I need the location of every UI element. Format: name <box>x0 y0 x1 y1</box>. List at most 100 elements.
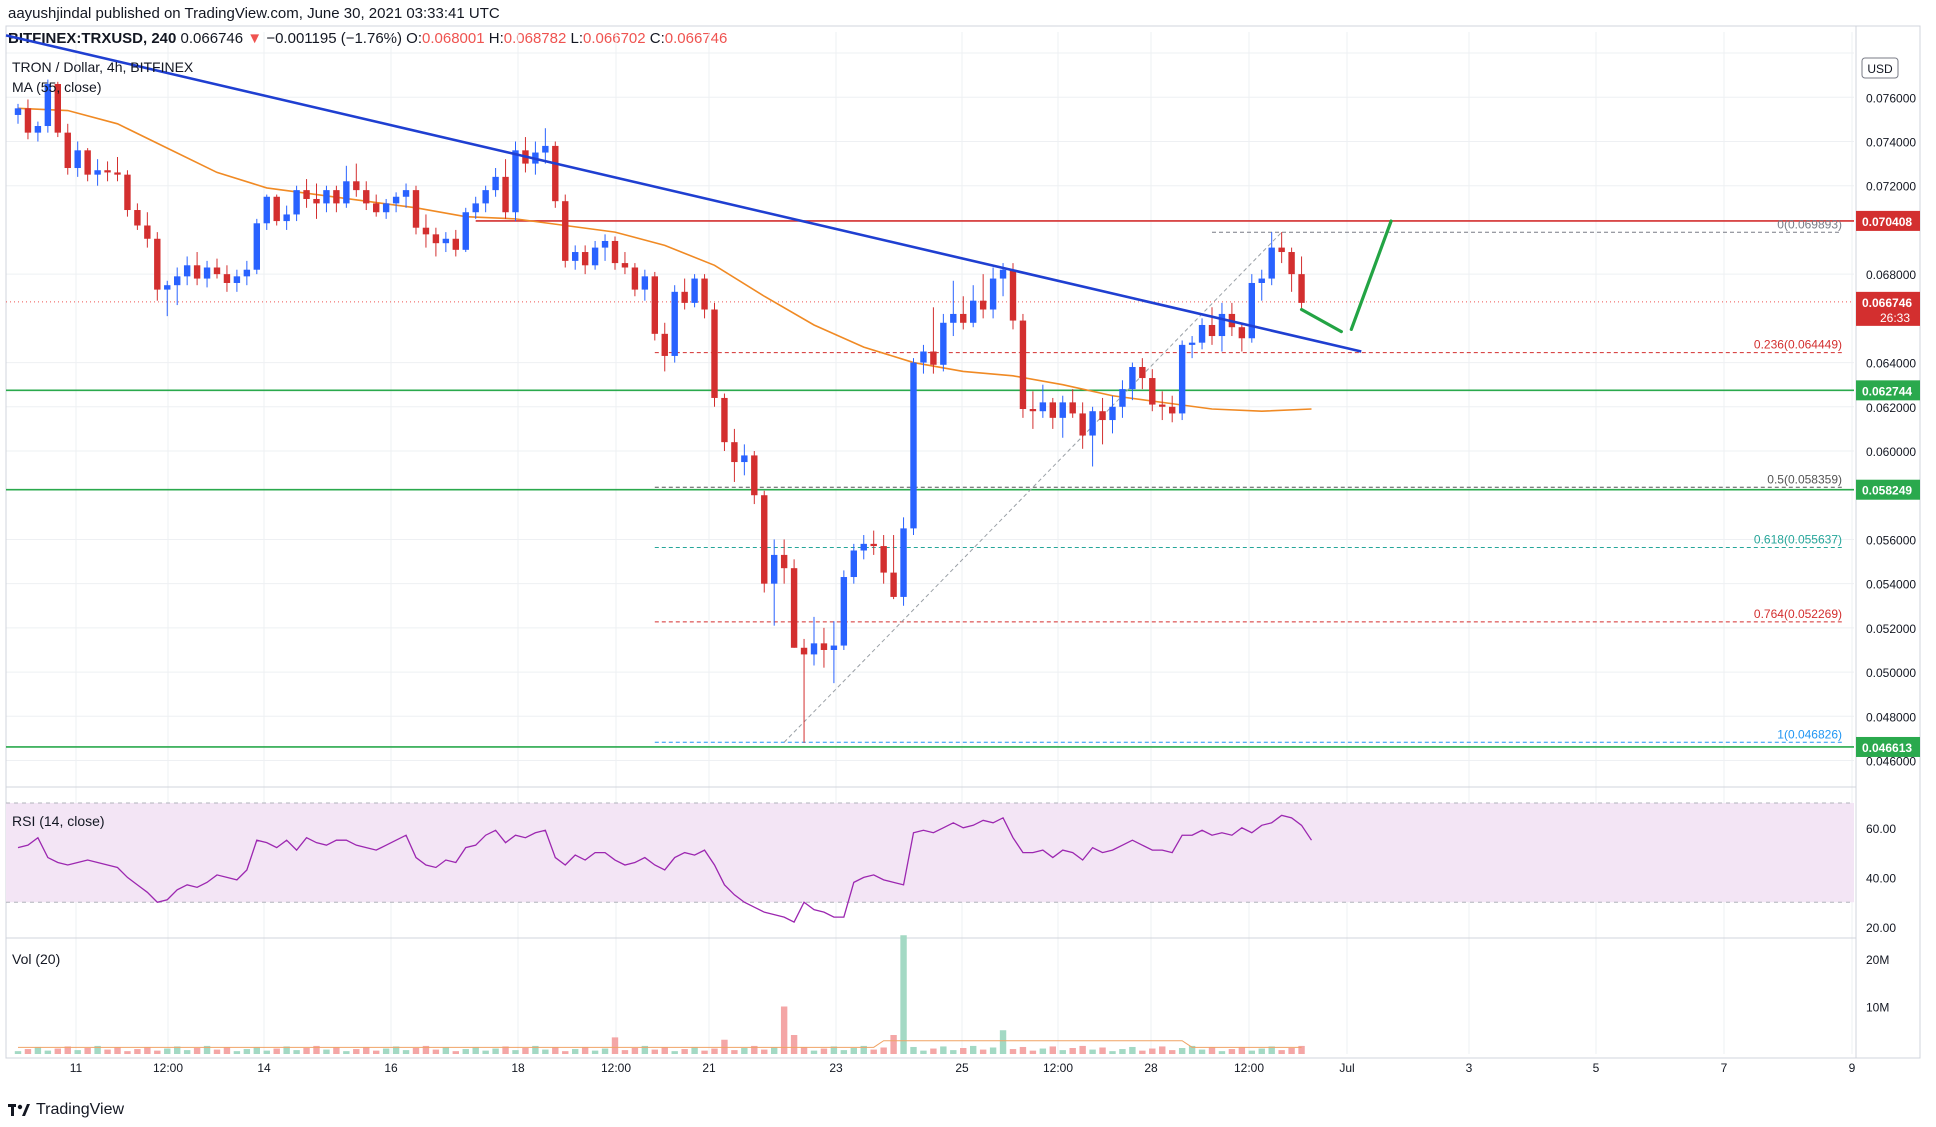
candle-body <box>920 351 927 363</box>
tradingview-logo-icon <box>8 1104 30 1116</box>
volume-bar <box>552 1047 559 1054</box>
candle-body <box>1248 282 1255 339</box>
candle-body <box>164 285 171 290</box>
candle-body <box>711 309 718 398</box>
candle-body <box>1099 411 1106 421</box>
candle-body <box>830 645 838 650</box>
volume-bar <box>970 1045 977 1054</box>
candle-body <box>1288 252 1295 275</box>
price-tick-label: 0.060000 <box>1866 445 1916 459</box>
candle-body <box>333 190 340 204</box>
price-tick-label: 0.076000 <box>1866 91 1916 105</box>
volume-bar <box>780 1006 788 1054</box>
volume-bar <box>84 1048 91 1054</box>
volume-bar <box>979 1049 987 1054</box>
candle-body <box>1109 406 1116 421</box>
volume-bar <box>581 1046 589 1054</box>
volume-bar <box>412 1048 420 1054</box>
volume-bar <box>611 1037 619 1054</box>
ma-line <box>17 107 1312 413</box>
volume-bar <box>472 1046 479 1054</box>
candle-body <box>1039 402 1047 412</box>
volume-bar <box>432 1049 440 1054</box>
volume-bar <box>711 1048 718 1054</box>
volume-bar <box>233 1051 241 1054</box>
volume-bar <box>641 1045 649 1054</box>
candle-body <box>442 238 450 244</box>
volume-bar <box>1228 1049 1236 1054</box>
time-tick-label: 7 <box>1721 1061 1728 1075</box>
candle-body <box>144 225 151 239</box>
candle-body <box>1268 247 1275 279</box>
candle-body <box>94 170 101 175</box>
candle-body <box>870 543 877 547</box>
candle-body <box>940 322 947 365</box>
volume-bar <box>303 1048 310 1054</box>
volume-bar <box>512 1050 519 1054</box>
candle-body <box>452 238 459 250</box>
volume-bar <box>363 1046 370 1054</box>
volume-bar <box>960 1048 967 1054</box>
ohlc-line: BITFINEX:TRXUSD, 240 0.066746 ▼ −0.00119… <box>8 30 727 47</box>
volume-bar <box>900 935 907 1054</box>
volume-bar <box>741 1048 748 1054</box>
volume-bar <box>790 1035 798 1054</box>
volume-bar <box>860 1045 867 1054</box>
last-price: 0.066746 <box>180 30 244 47</box>
candle-body <box>631 267 639 290</box>
volume-bar <box>572 1049 579 1054</box>
volume-bar <box>771 1047 778 1054</box>
time-tick-label: 12:00 <box>601 1061 631 1075</box>
fib-level-label: 1(0.046826) <box>1777 727 1842 741</box>
price-label-box <box>1856 736 1920 757</box>
volume-bar <box>651 1049 658 1054</box>
candle-body <box>363 190 370 204</box>
candle-body <box>213 267 221 275</box>
price-label-box <box>1856 380 1920 401</box>
volume-bar <box>193 1048 201 1054</box>
candle-body <box>392 196 400 204</box>
candle-body <box>482 190 489 204</box>
chart-canvas[interactable]: 0(0.069893) 0.236(0.064449) 0.5(0.058359) 0… <box>0 0 1936 1090</box>
volume-bar <box>164 1048 171 1054</box>
volume-bar <box>1089 1049 1096 1054</box>
time-tick-label: 21 <box>702 1061 716 1075</box>
volume-bar <box>850 1048 857 1054</box>
volume-bar <box>34 1046 42 1054</box>
candle-body <box>24 108 32 133</box>
candle-body <box>1178 344 1186 414</box>
volume-bar <box>213 1049 221 1054</box>
rsi-pane-title: RSI (14, close) <box>12 813 105 829</box>
volume-bar <box>313 1045 320 1054</box>
close-label: C: <box>649 30 665 47</box>
currency-badge-label: USD <box>1867 62 1893 76</box>
volume-bar <box>1059 1050 1066 1054</box>
candle-body <box>661 333 668 356</box>
candle-body <box>910 362 917 529</box>
high-value: 0.068782 <box>503 30 567 47</box>
candle-body <box>611 240 619 264</box>
time-tick-label: 18 <box>511 1061 525 1075</box>
volume-bar <box>1119 1049 1126 1054</box>
volume-bar <box>353 1049 360 1054</box>
open-value: 0.068001 <box>422 30 485 47</box>
candle-body <box>1029 409 1037 412</box>
rsi-tick-label: 60.00 <box>1866 822 1896 836</box>
price-tick-label: 0.050000 <box>1866 666 1916 680</box>
candle-body <box>14 108 22 115</box>
volume-bar <box>621 1050 629 1054</box>
candle-body <box>273 196 280 222</box>
candle-body <box>681 291 688 303</box>
candle-body <box>741 455 748 463</box>
fib-level-label: 0.5(0.058359) <box>1767 472 1842 486</box>
candle-body <box>800 647 808 655</box>
candle-body <box>412 190 420 228</box>
brand-name: TradingView <box>36 1101 125 1118</box>
candle-body <box>572 252 579 261</box>
candle-body <box>263 196 270 224</box>
candle-body <box>134 210 141 226</box>
volume-bar <box>1198 1049 1206 1054</box>
down-triangle-icon: ▼ <box>247 30 263 47</box>
volume-tick-label: 20M <box>1866 953 1889 967</box>
volume-bar <box>174 1046 181 1054</box>
